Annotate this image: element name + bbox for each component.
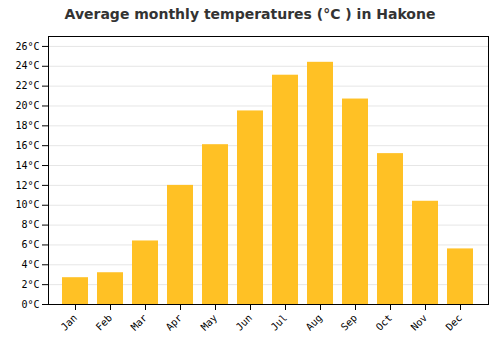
svg-text:Sep: Sep (339, 312, 360, 333)
svg-text:Feb: Feb (94, 312, 115, 333)
svg-text:Apr: Apr (164, 312, 185, 333)
svg-text:10°C: 10°C (15, 199, 39, 210)
svg-text:8°C: 8°C (21, 219, 39, 230)
html-text:Average monthly temperatures (: Average monthly temperatures (°C ) in Ha… (64, 6, 436, 22)
svg-text:14°C: 14°C (15, 160, 39, 171)
svg-text:4°C: 4°C (21, 259, 39, 270)
svg-text:6°C: 6°C (21, 239, 39, 250)
svg-text:Dec: Dec (444, 312, 465, 333)
svg-text:26°C: 26°C (15, 41, 39, 52)
svg-text:Jul: Jul (269, 312, 290, 333)
svg-text:May: May (199, 312, 220, 333)
svg-text:Nov: Nov (409, 312, 430, 333)
svg-text:12°C: 12°C (15, 180, 39, 191)
svg-text:22°C: 22°C (15, 80, 39, 91)
svg-text:Mar: Mar (129, 312, 150, 333)
svg-text:Oct: Oct (374, 312, 395, 333)
svg-text:2°C: 2°C (21, 279, 39, 290)
svg-text:20°C: 20°C (15, 100, 39, 111)
svg-text:Aug: Aug (304, 312, 325, 333)
svg-text:Jan: Jan (59, 312, 80, 333)
svg-text:Jun: Jun (234, 312, 255, 333)
svg-text:0°C: 0°C (21, 299, 39, 310)
svg-text:18°C: 18°C (15, 120, 39, 131)
svg-text:16°C: 16°C (15, 140, 39, 151)
svg-text:24°C: 24°C (15, 60, 39, 71)
